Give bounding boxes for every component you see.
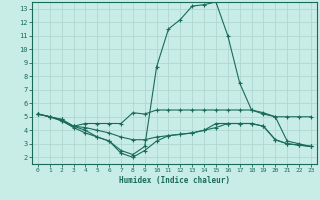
X-axis label: Humidex (Indice chaleur): Humidex (Indice chaleur) <box>119 176 230 185</box>
